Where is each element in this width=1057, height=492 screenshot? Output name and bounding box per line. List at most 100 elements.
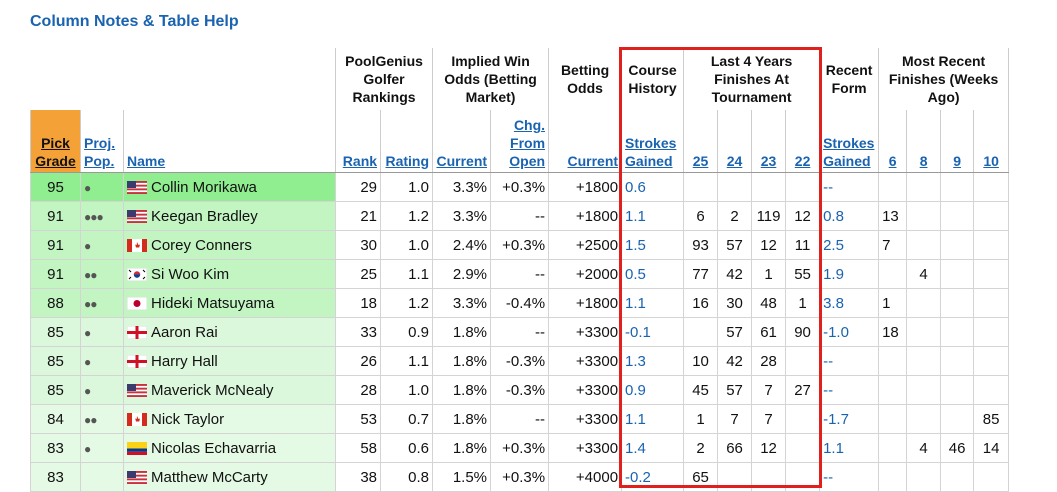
popularity-dots: ●● [84, 296, 97, 311]
cell: 1.8% [432, 375, 492, 405]
cell [940, 346, 975, 376]
cell [973, 201, 1010, 231]
cell: -- [490, 259, 550, 289]
cell: 25 [335, 259, 382, 289]
cell [878, 259, 908, 289]
cell [717, 462, 753, 492]
popularity-dots: ● [84, 441, 91, 456]
cell: 12 [785, 201, 821, 231]
column-header[interactable]: 6 [878, 110, 908, 173]
golfer-name: Si Woo Kim [151, 265, 230, 283]
cell: 1.8% [432, 317, 492, 347]
cell: -- [819, 462, 880, 492]
cell: 3.3% [432, 201, 492, 231]
column-header[interactable]: 25 [683, 110, 719, 173]
cell: 84 [30, 404, 81, 434]
cell: +4000 [548, 462, 623, 492]
cell [940, 172, 975, 202]
column-header[interactable]: Chg. From Open [490, 110, 550, 173]
column-header[interactable]: 24 [717, 110, 753, 173]
cell: 1.9 [819, 259, 880, 289]
cell [717, 172, 753, 202]
cell [683, 317, 719, 347]
cell: 0.8 [819, 201, 880, 231]
cell: -1.7 [819, 404, 880, 434]
column-header[interactable]: Current [548, 110, 623, 173]
cell: +1800 [548, 172, 623, 202]
cell: ●● [80, 404, 124, 434]
cell [940, 230, 975, 260]
cell: ● [80, 172, 124, 202]
flag-us [127, 470, 147, 484]
cell: 57 [717, 230, 753, 260]
cell [940, 375, 975, 405]
column-header[interactable]: Strokes Gained [621, 110, 685, 173]
cell [785, 346, 821, 376]
cell: +0.3% [490, 433, 550, 463]
cell: 46 [940, 433, 975, 463]
table-row: 88 ●● Hideki Matsuyama 18 1.2 3.3% -0.4% +1800 1… [30, 288, 1010, 318]
column-header[interactable]: 9 [940, 110, 975, 173]
flag-en [127, 325, 147, 339]
cell: 7 [751, 375, 787, 405]
cell: ● [80, 433, 124, 463]
cell: 65 [683, 462, 719, 492]
cell: 1.2 [380, 288, 434, 318]
cell: 1 [785, 288, 821, 318]
column-header[interactable]: Current [432, 110, 492, 173]
cell: 93 [683, 230, 719, 260]
group-header: Recent Form [819, 48, 880, 110]
cell [785, 172, 821, 202]
golfer-name: Maverick McNealy [151, 381, 274, 399]
cell [878, 404, 908, 434]
popularity-dots: ●● [84, 267, 97, 282]
column-header[interactable]: 22 [785, 110, 821, 173]
cell: ● [80, 375, 124, 405]
column-header[interactable]: 8 [906, 110, 942, 173]
column-header[interactable]: Proj. Pop. [80, 110, 124, 173]
column-header[interactable]: 23 [751, 110, 787, 173]
cell: 2.4% [432, 230, 492, 260]
cell: 0.6 [621, 172, 685, 202]
cell [906, 462, 942, 492]
cell: +0.3% [490, 230, 550, 260]
cell: +3300 [548, 317, 623, 347]
cell: 14 [973, 433, 1010, 463]
cell: +3300 [548, 375, 623, 405]
column-header[interactable]: Rank [335, 110, 382, 173]
cell [906, 404, 942, 434]
golfer-name: Aaron Rai [151, 323, 218, 341]
cell: 1.5 [621, 230, 685, 260]
cell: ●● [80, 259, 124, 289]
cell: -- [819, 375, 880, 405]
cell [751, 172, 787, 202]
cell: 91 [30, 230, 81, 260]
column-header[interactable]: Strokes Gained [819, 110, 880, 173]
cell: 90 [785, 317, 821, 347]
column-header[interactable]: Name [122, 110, 337, 173]
cell: 0.9 [621, 375, 685, 405]
golfer-name: Keegan Bradley [151, 207, 258, 225]
cell [906, 317, 942, 347]
cell: 77 [683, 259, 719, 289]
help-link[interactable]: Column Notes & Table Help [30, 13, 239, 30]
cell: 57 [717, 375, 753, 405]
cell [751, 462, 787, 492]
column-header[interactable]: 10 [973, 110, 1010, 173]
group-header: Betting Odds [548, 48, 623, 110]
cell: 29 [335, 172, 382, 202]
cell: 7 [717, 404, 753, 434]
column-header[interactable]: Rating [380, 110, 434, 173]
cell: 1.1 [621, 288, 685, 318]
cell: 13 [878, 201, 908, 231]
cell: 4 [906, 433, 942, 463]
cell: 2.5 [819, 230, 880, 260]
cell: 95 [30, 172, 81, 202]
cell: +3300 [548, 404, 623, 434]
column-header[interactable]: Pick Grade [30, 110, 81, 173]
cell: 83 [30, 433, 81, 463]
cell: 61 [751, 317, 787, 347]
cell: -0.3% [490, 375, 550, 405]
cell: 28 [751, 346, 787, 376]
cell: 1.1 [819, 433, 880, 463]
